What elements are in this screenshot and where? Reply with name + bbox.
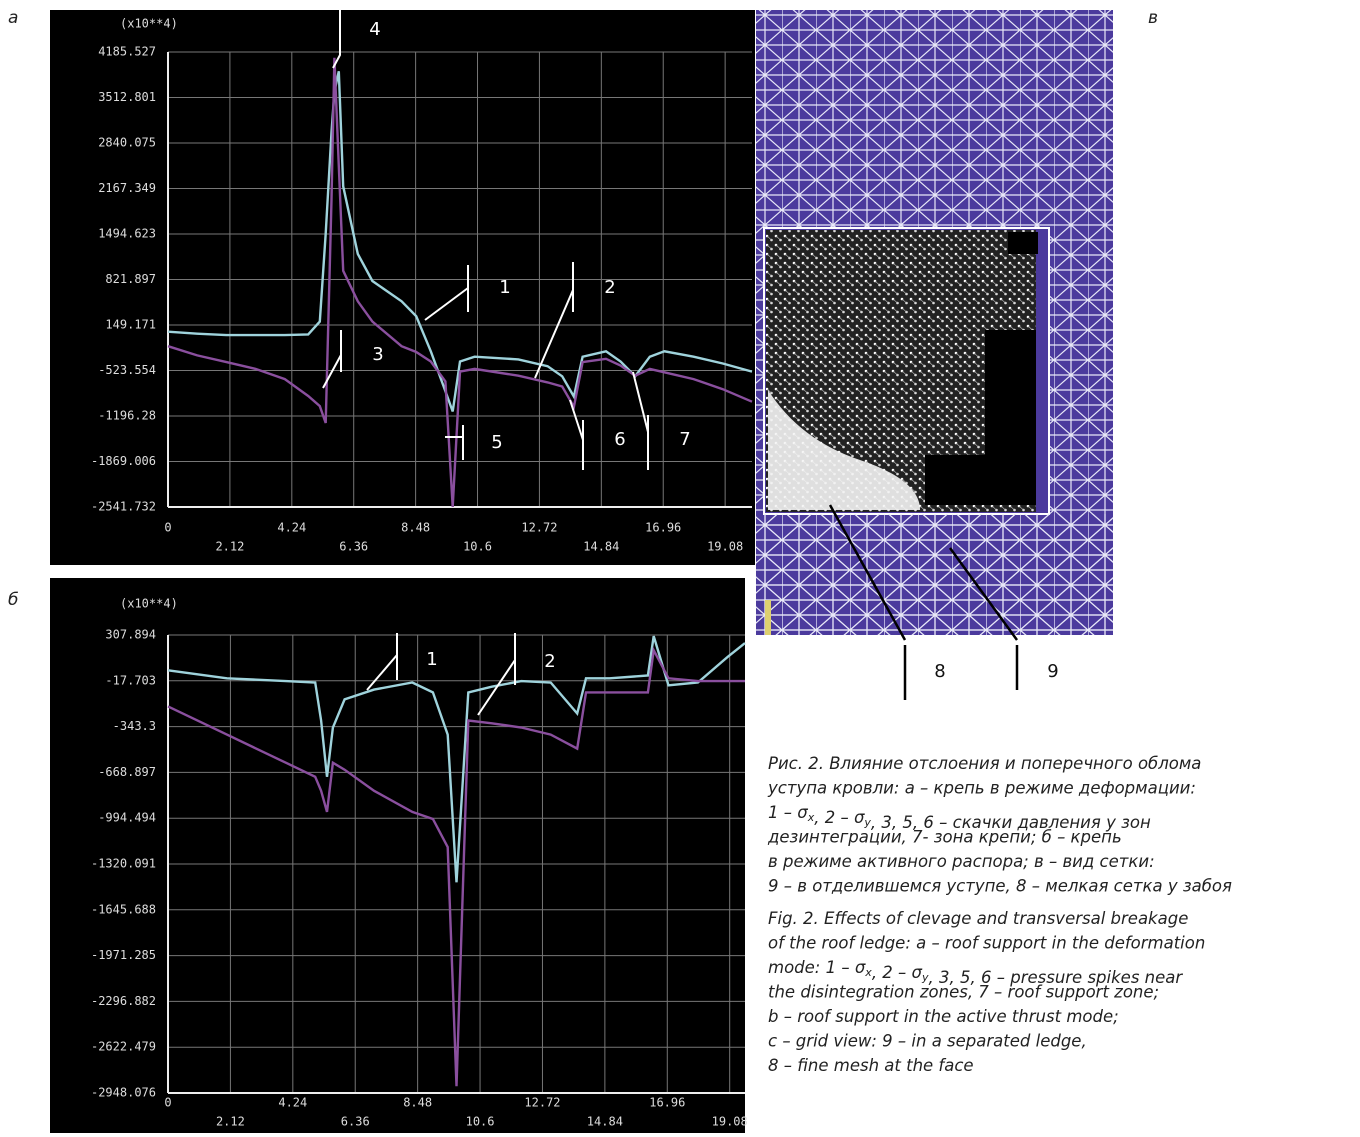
y-tick-label: -1645.688	[91, 902, 156, 916]
x-tick-label: 2.12	[215, 540, 244, 554]
y-tick-label: -1196.28	[98, 409, 156, 423]
caption-line: c – grid view: 9 – in a separated ledge,	[768, 1031, 1087, 1050]
y-tick-label: 821.897	[105, 272, 156, 286]
caption-line: дезинтеграции, 7- зона крепи; б – крепь	[767, 827, 1122, 846]
y-tick-label: -1320.091	[91, 857, 156, 871]
caption-line: of the roof ledge: a – roof support in t…	[768, 933, 1205, 952]
caption-text: уступа кровли: а – крепь в режиме деформ…	[767, 778, 1196, 797]
callout: 9	[1047, 661, 1058, 682]
caption-text: Fig. 2. Effects of clevage and transvers…	[768, 909, 1188, 928]
caption-text: mode: 1 – σ	[768, 958, 866, 977]
caption-line: b – roof support in the active thrust mo…	[768, 1007, 1119, 1026]
annotation: 2	[544, 651, 555, 672]
y-tick-label: 3512.801	[98, 90, 156, 104]
caption-text: , 2 – σ	[814, 808, 865, 827]
caption-line: Fig. 2. Effects of clevage and transvers…	[768, 909, 1188, 928]
y-tick-label: 4185.527	[98, 45, 156, 59]
caption-text: Рис. 2. Влияние отслоения и поперечного …	[768, 754, 1201, 773]
annotation: 1	[499, 277, 510, 298]
caption-line: Рис. 2. Влияние отслоения и поперечного …	[768, 754, 1201, 773]
caption-line: 9 – в отделившемся уступе, 8 – мелкая се…	[768, 876, 1232, 895]
y-tick-label: 2167.349	[98, 181, 156, 195]
x-tick-label: 8.48	[403, 1096, 432, 1110]
annotation: 1	[426, 649, 437, 670]
x-tick-label: 0	[164, 521, 171, 535]
annotation: 4	[369, 19, 380, 40]
x-tick-label: 12.72	[524, 1096, 560, 1110]
y-tick-label: -343.3	[113, 719, 156, 733]
y-tick-label: 307.894	[105, 628, 156, 642]
callout: 8	[934, 661, 945, 682]
y-tick-label: -2541.732	[91, 500, 156, 514]
x-tick-label: 8.48	[401, 521, 430, 535]
y-tick-label: -523.554	[98, 363, 156, 377]
caption-text: 9 – в отделившемся уступе, 8 – мелкая се…	[768, 876, 1232, 895]
x-tick-label: 19.08	[707, 540, 743, 554]
annotation: 2	[604, 277, 615, 298]
annotation: 3	[372, 344, 383, 365]
x-tick-label: 14.84	[587, 1115, 623, 1129]
caption-text: of the roof ledge: a – roof support in t…	[768, 933, 1205, 952]
void	[1008, 232, 1038, 254]
y-unit-label: (x10**4)	[120, 597, 178, 611]
y-tick-label: -994.494	[98, 811, 156, 825]
caption-text: c – grid view: 9 – in a separated ledge,	[768, 1031, 1087, 1050]
y-tick-label: -2622.479	[91, 1040, 156, 1054]
x-tick-label: 2.12	[216, 1115, 245, 1129]
panel-label: б	[8, 590, 18, 610]
panel-label: а	[8, 8, 18, 28]
y-unit-label: (x10**4)	[120, 17, 178, 31]
caption-text: b – roof support in the active thrust mo…	[768, 1007, 1119, 1026]
y-tick-label: -1971.285	[91, 948, 156, 962]
x-tick-label: 10.6	[466, 1115, 495, 1129]
caption-line: в режиме активного распора; в – вид сетк…	[768, 852, 1155, 871]
x-tick-label: 16.96	[645, 521, 681, 535]
x-tick-label: 4.24	[278, 1096, 307, 1110]
caption-text: 1 – σ	[768, 803, 808, 822]
x-tick-label: 12.72	[521, 521, 557, 535]
annotation: 5	[491, 432, 502, 453]
caption-text: дезинтеграции, 7- зона крепи; б – крепь	[767, 827, 1122, 846]
y-tick-label: -17.703	[105, 673, 156, 687]
caption-text: , 2 – σ	[872, 963, 923, 982]
y-tick-label: 149.171	[105, 318, 156, 332]
coarse-mesh	[764, 514, 1113, 635]
x-tick-label: 16.96	[649, 1096, 685, 1110]
x-tick-label: 6.36	[341, 1115, 370, 1129]
caption-text: 8 – fine mesh at the face	[768, 1056, 974, 1075]
panel-label: в	[1148, 8, 1158, 28]
x-tick-label: 6.36	[339, 540, 368, 554]
y-tick-label: -2296.882	[91, 994, 156, 1008]
x-tick-label: 0	[164, 1096, 171, 1110]
x-tick-label: 14.84	[583, 540, 619, 554]
y-tick-label: 2840.075	[98, 136, 156, 150]
caption-text: в режиме активного распора; в – вид сетк…	[768, 852, 1155, 871]
caption-line: the disintegration zones, 7 – roof suppo…	[768, 982, 1159, 1001]
y-tick-label: -668.897	[98, 765, 156, 779]
caption-line: уступа кровли: а – крепь в режиме деформ…	[767, 778, 1196, 797]
mesh-view	[756, 10, 1113, 635]
caption-line: 8 – fine mesh at the face	[768, 1056, 974, 1075]
y-tick-label: -1869.006	[91, 454, 156, 468]
annotation: 7	[679, 429, 690, 450]
x-tick-label: 4.24	[277, 521, 306, 535]
annotation: 6	[614, 429, 625, 450]
edge-mark	[765, 600, 771, 635]
y-tick-label: 1494.623	[98, 227, 156, 241]
figure: 4185.527 3512.801 2840.075 2167.349 1494.623…	[0, 0, 1360, 1133]
y-tick-label: -2948.076	[91, 1086, 156, 1100]
caption-text: the disintegration zones, 7 – roof suppo…	[768, 982, 1159, 1001]
x-tick-label: 10.6	[463, 540, 492, 554]
x-tick-label: 19.08	[712, 1115, 748, 1129]
